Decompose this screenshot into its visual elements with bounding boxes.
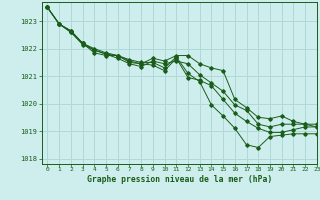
X-axis label: Graphe pression niveau de la mer (hPa): Graphe pression niveau de la mer (hPa) — [87, 175, 272, 184]
